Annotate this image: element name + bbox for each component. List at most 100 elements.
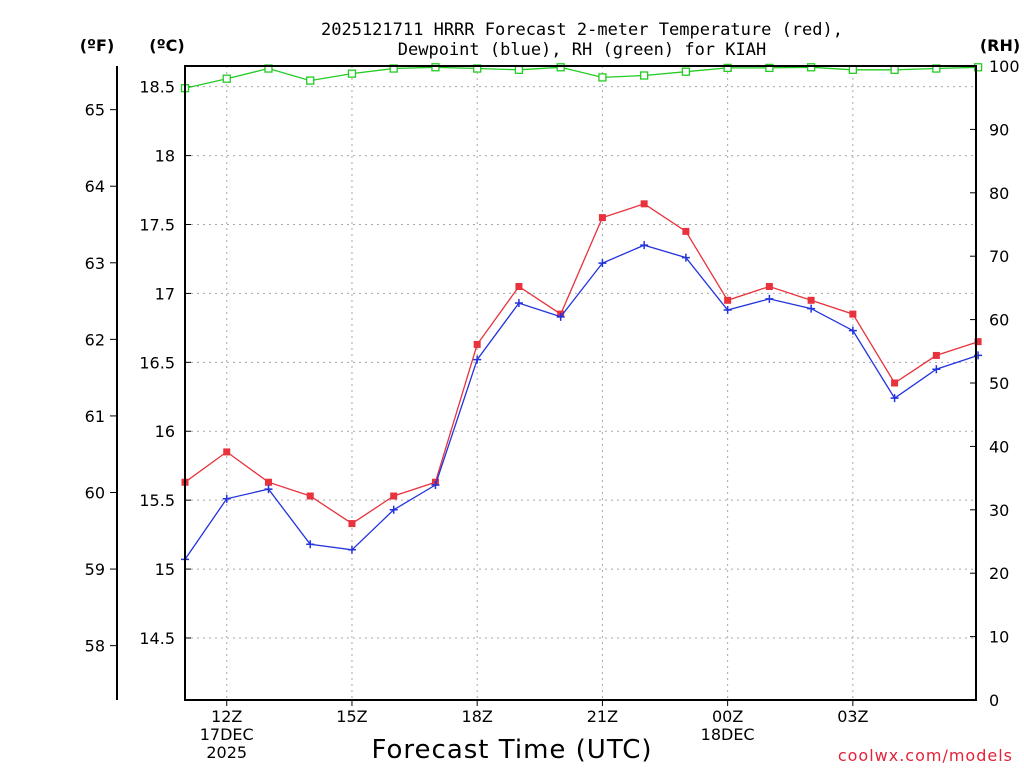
chart-title-line-2: Dewpoint (blue), RH (green) for KIAH <box>398 40 766 60</box>
celsius-unit-label: (ºC) <box>149 36 184 55</box>
temperature-line <box>184 203 979 525</box>
temperature-point <box>473 340 481 348</box>
temperature-point <box>640 200 648 208</box>
temperature-point <box>264 478 272 486</box>
temperature-point <box>724 296 732 304</box>
rh-point <box>723 63 732 73</box>
temperature-point <box>765 283 773 291</box>
rh-point <box>765 63 774 73</box>
rh-point <box>640 71 649 80</box>
celsius-tick-label: 15 <box>155 560 175 579</box>
rh-point <box>681 67 691 76</box>
x-tick-label: 21Z <box>587 707 618 726</box>
rh-point <box>806 63 816 72</box>
fahrenheit-tick-label: 61 <box>85 407 105 426</box>
fahrenheit-tick-label: 59 <box>85 560 105 579</box>
celsius-tick-label: 16.5 <box>139 353 175 372</box>
rh-point <box>222 74 231 83</box>
rh-tick-label: 60 <box>989 311 1009 330</box>
x-tick-label: 17DEC <box>200 725 254 744</box>
temperature-point <box>390 492 398 500</box>
temperature-point <box>598 214 606 222</box>
dewpoint-line <box>184 244 979 560</box>
rh-tick-label: 40 <box>989 437 1009 456</box>
x-tick-label: 03Z <box>837 707 868 726</box>
fahrenheit-tick-label: 65 <box>85 101 105 120</box>
fahrenheit-tick-label: 60 <box>85 483 105 502</box>
x-tick-label: 12Z <box>211 707 242 726</box>
chart-title-line-1: 2025121711 HRRR Forecast 2-meter Tempera… <box>321 20 843 40</box>
rh-tick-label: 30 <box>989 501 1009 520</box>
rh-tick-label: 10 <box>989 628 1009 647</box>
celsius-tick-label: 18 <box>155 147 175 166</box>
fahrenheit-tick-label: 58 <box>85 637 105 656</box>
fahrenheit-tick-label: 63 <box>85 254 105 273</box>
temperature-point <box>515 283 523 291</box>
rh-point <box>431 63 440 72</box>
rh-point <box>514 65 524 74</box>
x-tick-label: 2025 <box>206 743 247 762</box>
rh-line <box>184 66 979 89</box>
dewpoint-point <box>932 365 941 374</box>
fahrenheit-unit-label: (ºF) <box>80 36 115 55</box>
dewpoint-point <box>890 394 899 403</box>
dewpoint-point <box>681 253 690 262</box>
series-layer <box>180 63 983 564</box>
dewpoint-point <box>431 480 440 489</box>
rh-tick-label: 20 <box>989 564 1009 583</box>
dewpoint-point <box>222 494 231 503</box>
celsius-tick-label: 16 <box>155 422 175 441</box>
dewpoint-point <box>473 355 482 364</box>
temperature-point <box>306 492 314 500</box>
credit-text: coolwx.com/models <box>838 746 1013 765</box>
rh-point <box>598 73 607 82</box>
dewpoint-point <box>640 241 649 250</box>
celsius-tick-label: 14.5 <box>139 629 175 648</box>
x-axis-label: Forecast Time (UTC) <box>371 735 652 765</box>
x-tick-label: 18DEC <box>701 725 755 744</box>
dewpoint-point <box>514 299 523 308</box>
dewpoint-point <box>848 326 857 335</box>
x-tick-label: 15Z <box>336 707 367 726</box>
x-tick-label: 18Z <box>462 707 493 726</box>
temperature-point <box>974 338 982 346</box>
dewpoint-point <box>807 304 816 313</box>
rh-point <box>306 76 315 85</box>
dewpoint-point <box>264 485 273 494</box>
dewpoint-point <box>598 259 607 268</box>
temperature-point <box>348 520 356 528</box>
dewpoint-point <box>556 312 565 321</box>
rh-tick-label: 100 <box>989 57 1020 76</box>
rh-point <box>848 65 858 74</box>
celsius-tick-label: 15.5 <box>139 491 175 510</box>
temperature-point <box>849 310 857 318</box>
temperature-point <box>807 296 815 304</box>
celsius-tick-label: 17.5 <box>139 216 175 235</box>
celsius-tick-label: 17 <box>155 284 175 303</box>
dewpoint-point <box>389 505 398 514</box>
rh-point <box>556 63 565 72</box>
temperature-point <box>932 351 940 359</box>
fahrenheit-tick-label: 62 <box>85 330 105 349</box>
temperature-point <box>891 379 899 387</box>
dewpoint-point <box>765 294 774 303</box>
rh-point <box>347 69 357 78</box>
x-tick-label: 00Z <box>712 707 743 726</box>
dewpoint-point <box>306 540 315 549</box>
rh-unit-label: (RH) <box>980 36 1020 55</box>
temperature-point <box>682 227 690 235</box>
dewpoint-point <box>347 545 356 554</box>
temperature-point <box>223 448 231 456</box>
rh-point <box>890 65 899 74</box>
rh-tick-label: 50 <box>989 374 1009 393</box>
fahrenheit-tick-label: 64 <box>85 177 105 196</box>
rh-tick-label: 80 <box>989 184 1009 203</box>
grid-layer <box>185 66 976 700</box>
rh-tick-label: 0 <box>989 691 999 710</box>
rh-point <box>973 63 983 72</box>
rh-tick-label: 90 <box>989 120 1009 139</box>
rh-tick-label: 70 <box>989 247 1009 266</box>
dewpoint-point <box>723 305 732 314</box>
